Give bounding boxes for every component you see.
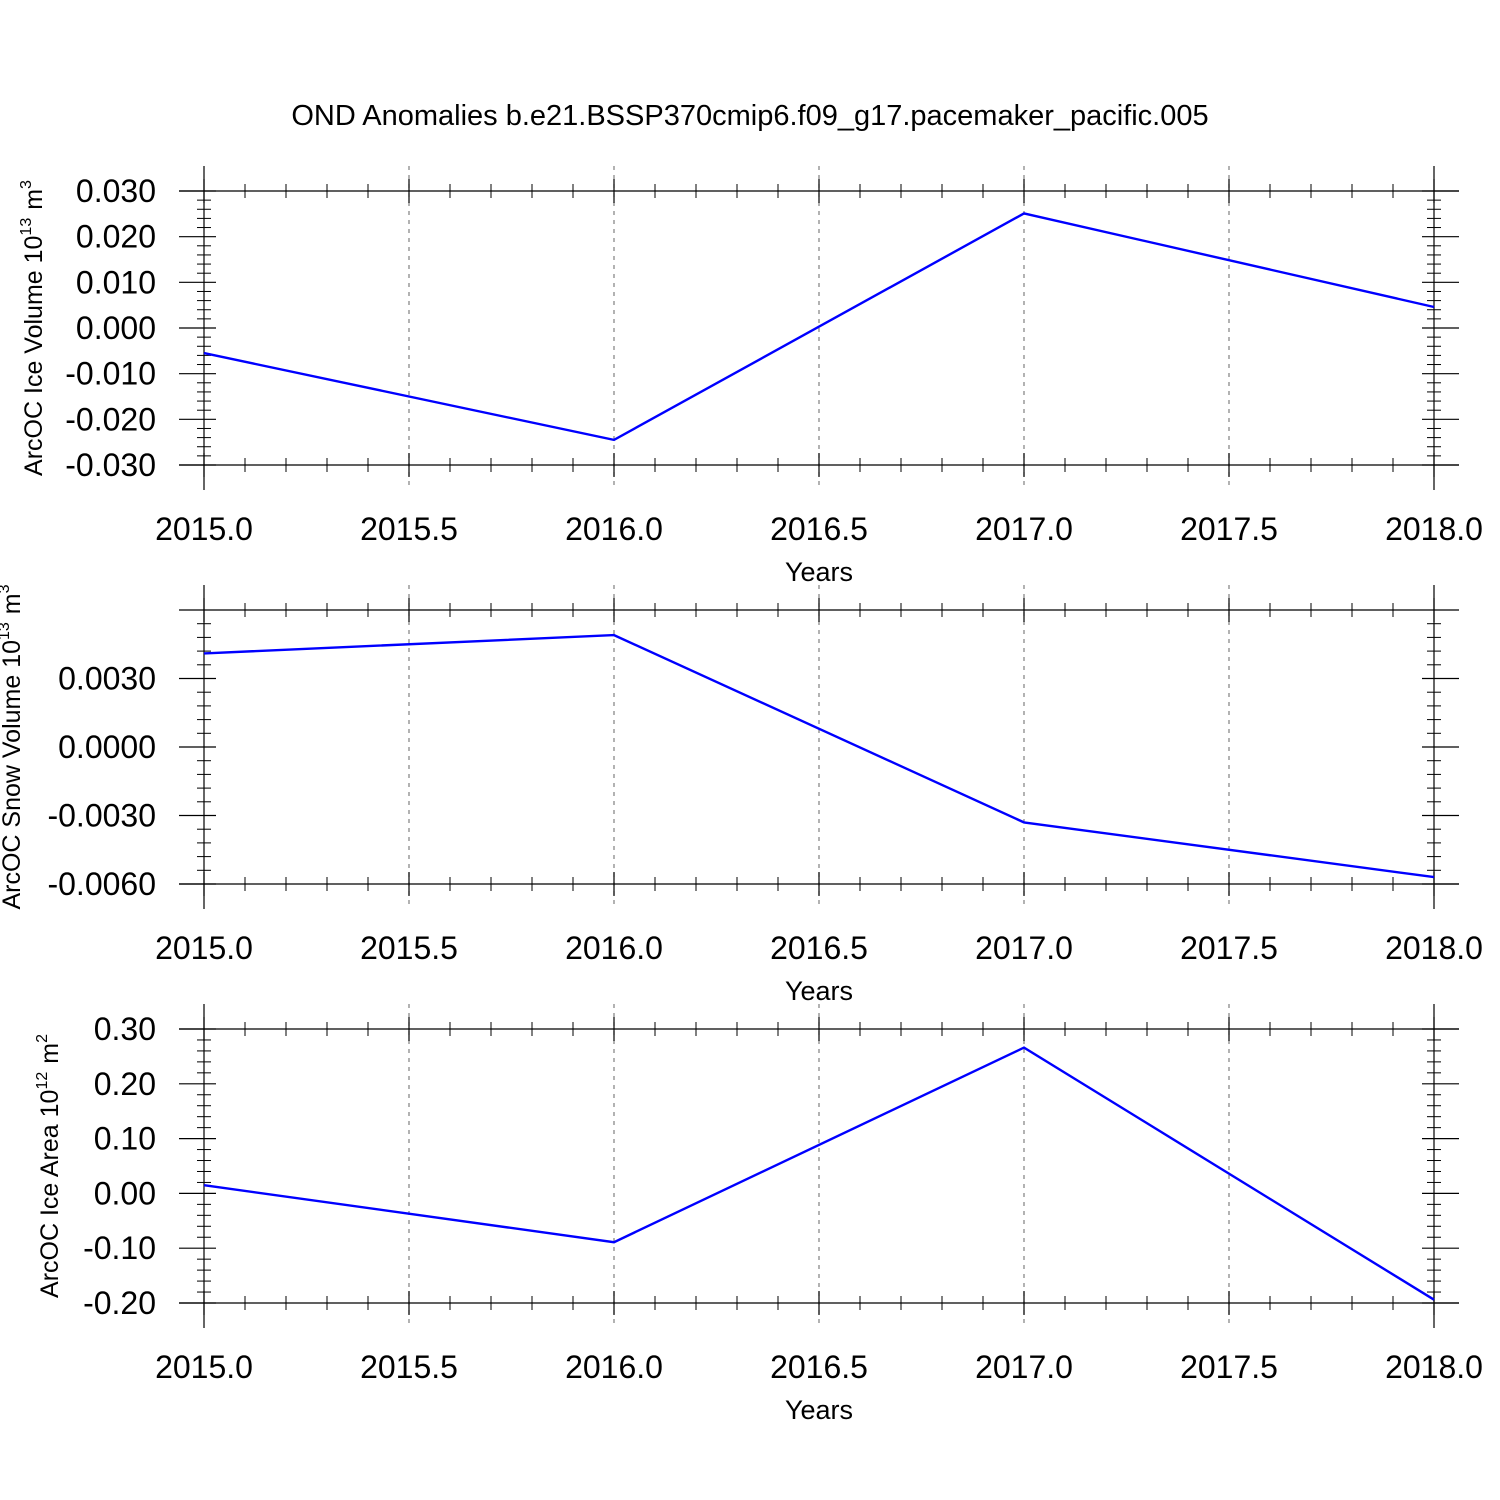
x-tick-label: 2017.0 xyxy=(975,1349,1073,1385)
y-tick-label: -0.0030 xyxy=(47,798,156,834)
x-tick-label: 2017.0 xyxy=(975,511,1073,547)
x-tick-label: 2016.0 xyxy=(565,1349,663,1385)
y-tick-label: -0.10 xyxy=(83,1230,156,1266)
x-tick-label: 2015.0 xyxy=(155,1349,253,1385)
x-tick-label: 2015.5 xyxy=(360,930,458,966)
x-tick-label: 2017.5 xyxy=(1180,511,1278,547)
y-tick-label: 0.0000 xyxy=(58,729,156,765)
y-axis-title-text: ArcOC Ice Area 10 xyxy=(36,1090,64,1298)
y-axis-title-unit-exponent: 3 xyxy=(0,584,13,593)
y-tick-label: 0.00 xyxy=(94,1175,156,1211)
y-tick-label: 0.020 xyxy=(76,219,156,255)
y-tick-label: -0.030 xyxy=(65,447,156,483)
y-axis-title-text: ArcOC Snow Volume 10 xyxy=(0,640,26,910)
y-axis-title-exponent: 13 xyxy=(0,622,13,640)
series-line xyxy=(203,212,1435,442)
y-tick-label: -0.020 xyxy=(65,401,156,437)
y-axis-title: ArcOC Ice Area 1012 m2 xyxy=(34,1034,64,1298)
panel-2: 2015.0 2015.5 2016.0 2016.5 2017.0 2017.5 2018… xyxy=(0,584,1483,1006)
y-tick-label: 0.000 xyxy=(76,310,156,346)
y-tick-label: 0.030 xyxy=(76,173,156,209)
x-axis-title: Years xyxy=(785,1395,853,1425)
x-axis-title: Years xyxy=(785,557,853,587)
x-tick-label: 2017.5 xyxy=(1180,930,1278,966)
y-tick-label: 0.20 xyxy=(94,1066,156,1102)
x-tick-label: 2016.5 xyxy=(770,930,868,966)
x-tick-label: 2017.5 xyxy=(1180,1349,1278,1385)
x-tick-label: 2015.0 xyxy=(155,511,253,547)
y-axis-title-unit-exponent: 3 xyxy=(18,180,35,189)
x-tick-label: 2017.0 xyxy=(975,930,1073,966)
x-tick-label: 2015.5 xyxy=(360,1349,458,1385)
panel-3: 2015.0 2015.5 2016.0 2016.5 2017.0 2017.5 2018… xyxy=(34,1004,1483,1425)
y-axis-title-exponent: 12 xyxy=(34,1072,51,1090)
x-tick-label: 2015.0 xyxy=(155,930,253,966)
figure-title: OND Anomalies b.e21.BSSP370cmip6.f09_g17… xyxy=(291,100,1208,132)
y-tick-label: 0.0030 xyxy=(58,661,156,697)
x-tick-label: 2018.0 xyxy=(1385,1349,1483,1385)
x-tick-label: 2016.0 xyxy=(565,511,663,547)
y-axis-title-unit-exponent: 2 xyxy=(34,1034,51,1043)
series-line xyxy=(203,1046,1435,1301)
y-axis-title-exponent: 13 xyxy=(18,218,35,236)
y-tick-label: -0.010 xyxy=(65,356,156,392)
y-tick-label: 0.30 xyxy=(94,1011,156,1047)
series-line xyxy=(203,633,1435,879)
x-tick-label: 2016.5 xyxy=(770,511,868,547)
panels: 2015.0 2015.5 2016.0 2016.5 2017.0 2017.5 2018… xyxy=(0,166,1483,1425)
y-tick-label: -0.0060 xyxy=(47,866,156,902)
y-axis-title: ArcOC Snow Volume 1013 m3 xyxy=(0,584,26,909)
y-tick-label: 0.010 xyxy=(76,264,156,300)
y-axis-title-unit: m xyxy=(0,593,26,614)
x-tick-label: 2016.5 xyxy=(770,1349,868,1385)
x-tick-label: 2018.0 xyxy=(1385,930,1483,966)
y-axis-title-unit: m xyxy=(20,189,48,210)
y-axis-title: ArcOC Ice Volume 1013 m3 xyxy=(18,180,48,476)
x-axis-title: Years xyxy=(785,976,853,1006)
panel-1: 2015.0 2015.5 2016.0 2016.5 2017.0 2017.5 2018… xyxy=(18,166,1483,587)
x-tick-label: 2015.5 xyxy=(360,511,458,547)
x-tick-label: 2018.0 xyxy=(1385,511,1483,547)
y-axis-title-unit: m xyxy=(36,1043,64,1064)
y-tick-label: -0.20 xyxy=(83,1285,156,1321)
y-tick-label: 0.10 xyxy=(94,1121,156,1157)
y-axis-title-text: ArcOC Ice Volume 10 xyxy=(20,236,48,476)
x-tick-label: 2016.0 xyxy=(565,930,663,966)
